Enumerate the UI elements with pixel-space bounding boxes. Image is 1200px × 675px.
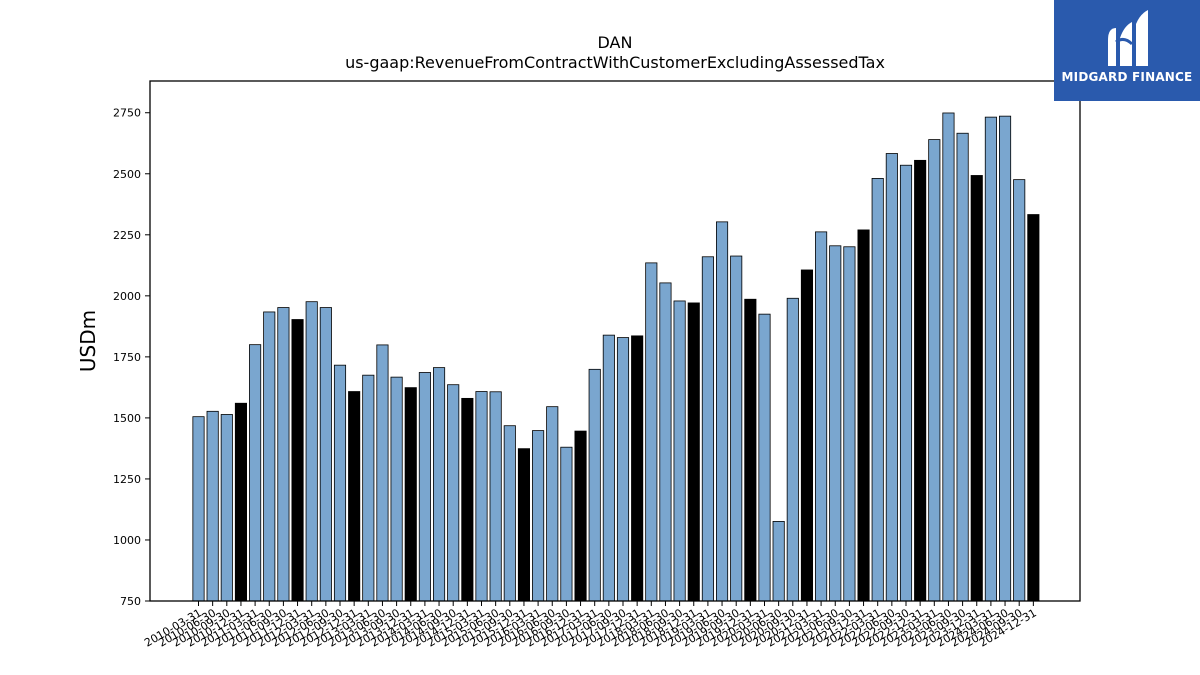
- y-tick-label: 1750: [113, 351, 141, 364]
- bar-2022-03-31: [871, 178, 884, 602]
- brand-logo: MIDGARD FINANCE: [1054, 0, 1200, 101]
- bar-2016-12-31: [574, 430, 587, 602]
- bar-2017-12-31: [631, 335, 644, 602]
- bar-2012-06-30: [319, 307, 332, 602]
- bars-group: [192, 112, 1040, 602]
- bar-2010-09-30: [220, 414, 233, 602]
- y-tick-label: 2500: [113, 168, 141, 181]
- bar-2020-03-31: [758, 313, 771, 602]
- bar-2013-06-30: [376, 344, 389, 602]
- bar-2018-12-31: [687, 302, 700, 602]
- bar-2020-12-31: [800, 269, 813, 602]
- bar-2016-09-30: [560, 446, 573, 602]
- bar-2020-09-30: [786, 297, 799, 602]
- bar-2012-03-31: [305, 301, 318, 602]
- bar-2014-09-30: [447, 384, 460, 602]
- bar-2018-03-31: [645, 262, 658, 602]
- bar-2024-06-30: [999, 115, 1012, 602]
- midgard-logo-icon: [1108, 10, 1148, 66]
- y-axis-ticks: 750 1000 1250 1500 1750 2000 2250 2500 2750: [113, 107, 150, 608]
- bar-2021-06-30: [829, 245, 842, 602]
- bar-2013-12-31: [404, 387, 417, 602]
- chart-subtitle: us-gaap:RevenueFromContractWithCustomerE…: [345, 53, 885, 72]
- bar-2010-12-31: [234, 402, 248, 602]
- y-tick-label: 2000: [113, 290, 141, 303]
- bar-2022-12-31: [914, 159, 927, 602]
- bar-2019-06-30: [716, 221, 729, 602]
- logo-text: MIDGARD FINANCE: [1061, 70, 1193, 84]
- y-tick-label: 2750: [113, 107, 141, 120]
- bar-2016-03-31: [532, 430, 545, 602]
- bar-2018-09-30: [673, 300, 686, 602]
- y-tick-label: 1500: [113, 412, 141, 425]
- bar-2019-03-31: [701, 256, 714, 602]
- bar-2011-12-31: [291, 319, 304, 602]
- plot-frame: [149, 80, 1081, 602]
- bar-2018-06-30: [659, 282, 672, 602]
- bar-2011-03-31: [249, 344, 262, 602]
- bar-2010-03-31: [192, 416, 205, 602]
- bar-2011-09-30: [277, 307, 290, 602]
- bar-2023-09-30: [956, 132, 969, 602]
- bar-2016-06-30: [546, 406, 559, 602]
- bar-2014-06-30: [432, 367, 446, 602]
- bar-2014-12-31: [461, 397, 474, 602]
- bar-2023-03-31: [928, 139, 941, 602]
- y-tick-label: 2250: [113, 229, 141, 242]
- bar-2021-09-30: [843, 246, 856, 602]
- bar-2019-09-30: [730, 255, 743, 602]
- bar-2022-09-30: [899, 164, 913, 602]
- bar-2015-09-30: [503, 425, 516, 602]
- bar-2012-09-30: [333, 364, 347, 602]
- y-tick-label: 1000: [113, 534, 141, 547]
- bar-2013-03-31: [362, 374, 375, 602]
- bar-2021-12-31: [857, 229, 870, 602]
- bar-2017-03-31: [588, 368, 601, 602]
- bar-2017-09-30: [616, 337, 630, 602]
- bar-2015-03-31: [475, 391, 488, 602]
- bar-2010-06-30: [206, 410, 219, 602]
- x-axis-ticks: 2010-03-312010-06-302010-09-302010-12-31…: [142, 601, 1039, 650]
- bar-2023-12-31: [970, 175, 983, 602]
- bar-2015-12-31: [517, 448, 530, 602]
- bar-2015-06-30: [489, 391, 502, 602]
- y-axis-label: USDm: [76, 310, 100, 372]
- bar-2017-06-30: [602, 334, 615, 602]
- y-tick-label: 750: [120, 595, 141, 608]
- bar-2024-03-31: [984, 116, 997, 602]
- bar-2020-06-30: [772, 521, 785, 602]
- bar-2022-06-30: [885, 153, 898, 602]
- chart-title: DAN: [598, 33, 633, 52]
- bar-2023-06-30: [942, 112, 955, 602]
- bar-2011-06-30: [263, 311, 276, 602]
- bar-2012-12-31: [348, 391, 361, 602]
- bar-2024-09-30: [1013, 179, 1026, 602]
- y-tick-label: 1250: [113, 473, 141, 486]
- bar-2024-12-31: [1027, 214, 1040, 602]
- bar-2014-03-31: [418, 372, 431, 602]
- bar-2019-12-31: [744, 298, 757, 602]
- bar-2013-09-30: [390, 376, 403, 602]
- bar-2021-03-31: [815, 231, 828, 602]
